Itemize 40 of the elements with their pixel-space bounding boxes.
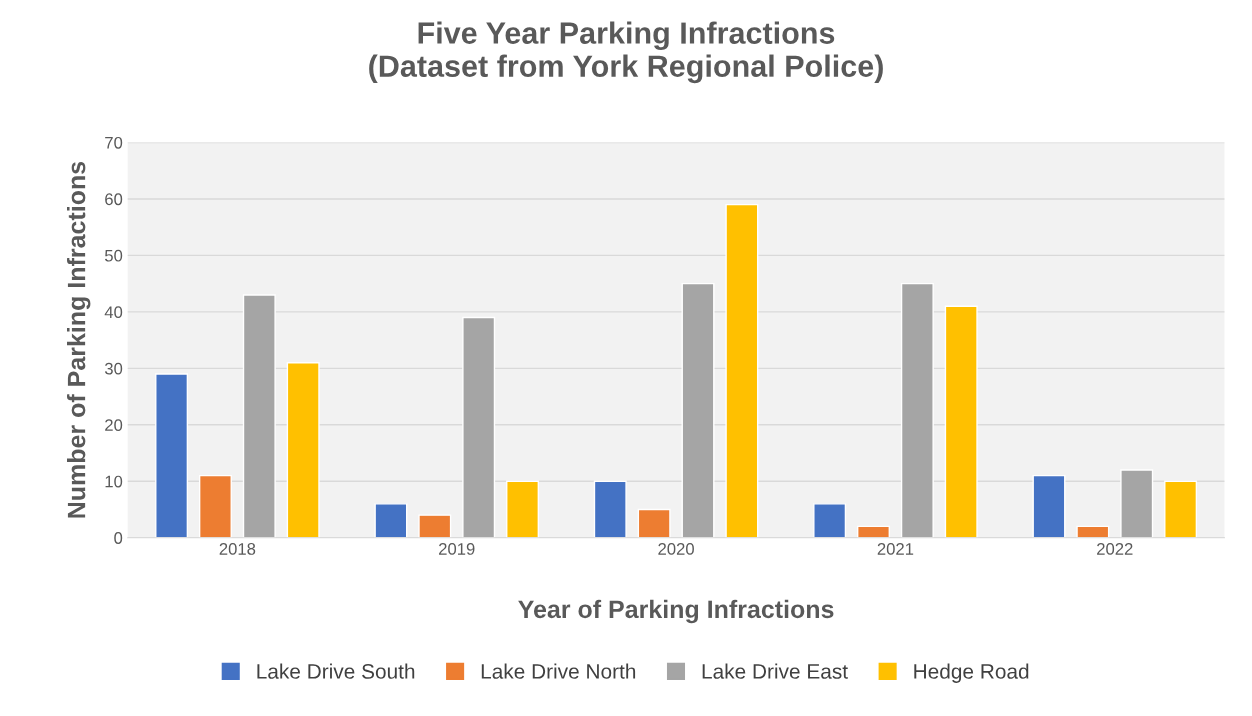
bar bbox=[1164, 480, 1198, 538]
y-tick-label: 10 bbox=[105, 475, 123, 488]
bar bbox=[242, 294, 276, 538]
y-axis-title: Number of Parking Infractions bbox=[67, 161, 91, 518]
y-tick-label: 50 bbox=[104, 249, 123, 262]
x-axis-title: Year of Parking Infractions bbox=[518, 599, 834, 624]
legend-label: Lake Drive East bbox=[702, 663, 848, 679]
bar bbox=[286, 361, 320, 538]
x-tick-label: 2018 bbox=[219, 543, 256, 555]
bar bbox=[637, 508, 671, 538]
bar bbox=[1120, 469, 1154, 538]
bar bbox=[725, 203, 759, 538]
x-tick-label: 2022 bbox=[1097, 543, 1133, 555]
bar bbox=[900, 282, 934, 538]
bar bbox=[418, 514, 452, 538]
x-tick-label: 2019 bbox=[439, 543, 475, 555]
bar bbox=[506, 480, 540, 538]
bar bbox=[857, 525, 890, 538]
legend-label: Hedge Road bbox=[914, 663, 1029, 683]
legend-label: Lake Drive South bbox=[257, 663, 415, 679]
bar bbox=[593, 480, 627, 538]
bar bbox=[944, 305, 978, 538]
bar bbox=[1032, 474, 1066, 538]
y-tick-label: 0 bbox=[114, 532, 123, 544]
bar bbox=[374, 503, 408, 538]
bar bbox=[198, 474, 232, 538]
x-tick-label: 2020 bbox=[658, 543, 694, 555]
bar bbox=[1076, 525, 1110, 538]
bar bbox=[681, 282, 715, 538]
y-tick-label: 20 bbox=[105, 419, 123, 431]
bar bbox=[813, 503, 847, 538]
y-tick-label: 40 bbox=[104, 306, 123, 319]
chart-title: Five Year Parking Infractions (Dataset from York Regional Police) bbox=[369, 21, 883, 84]
y-tick-label: 60 bbox=[105, 193, 123, 206]
legend-label: Lake Drive North bbox=[481, 663, 636, 679]
y-tick-label: 30 bbox=[104, 362, 123, 375]
bar bbox=[462, 316, 496, 538]
bar bbox=[155, 373, 189, 538]
x-tick-label: 2021 bbox=[877, 543, 914, 555]
y-tick-label: 70 bbox=[105, 136, 123, 149]
